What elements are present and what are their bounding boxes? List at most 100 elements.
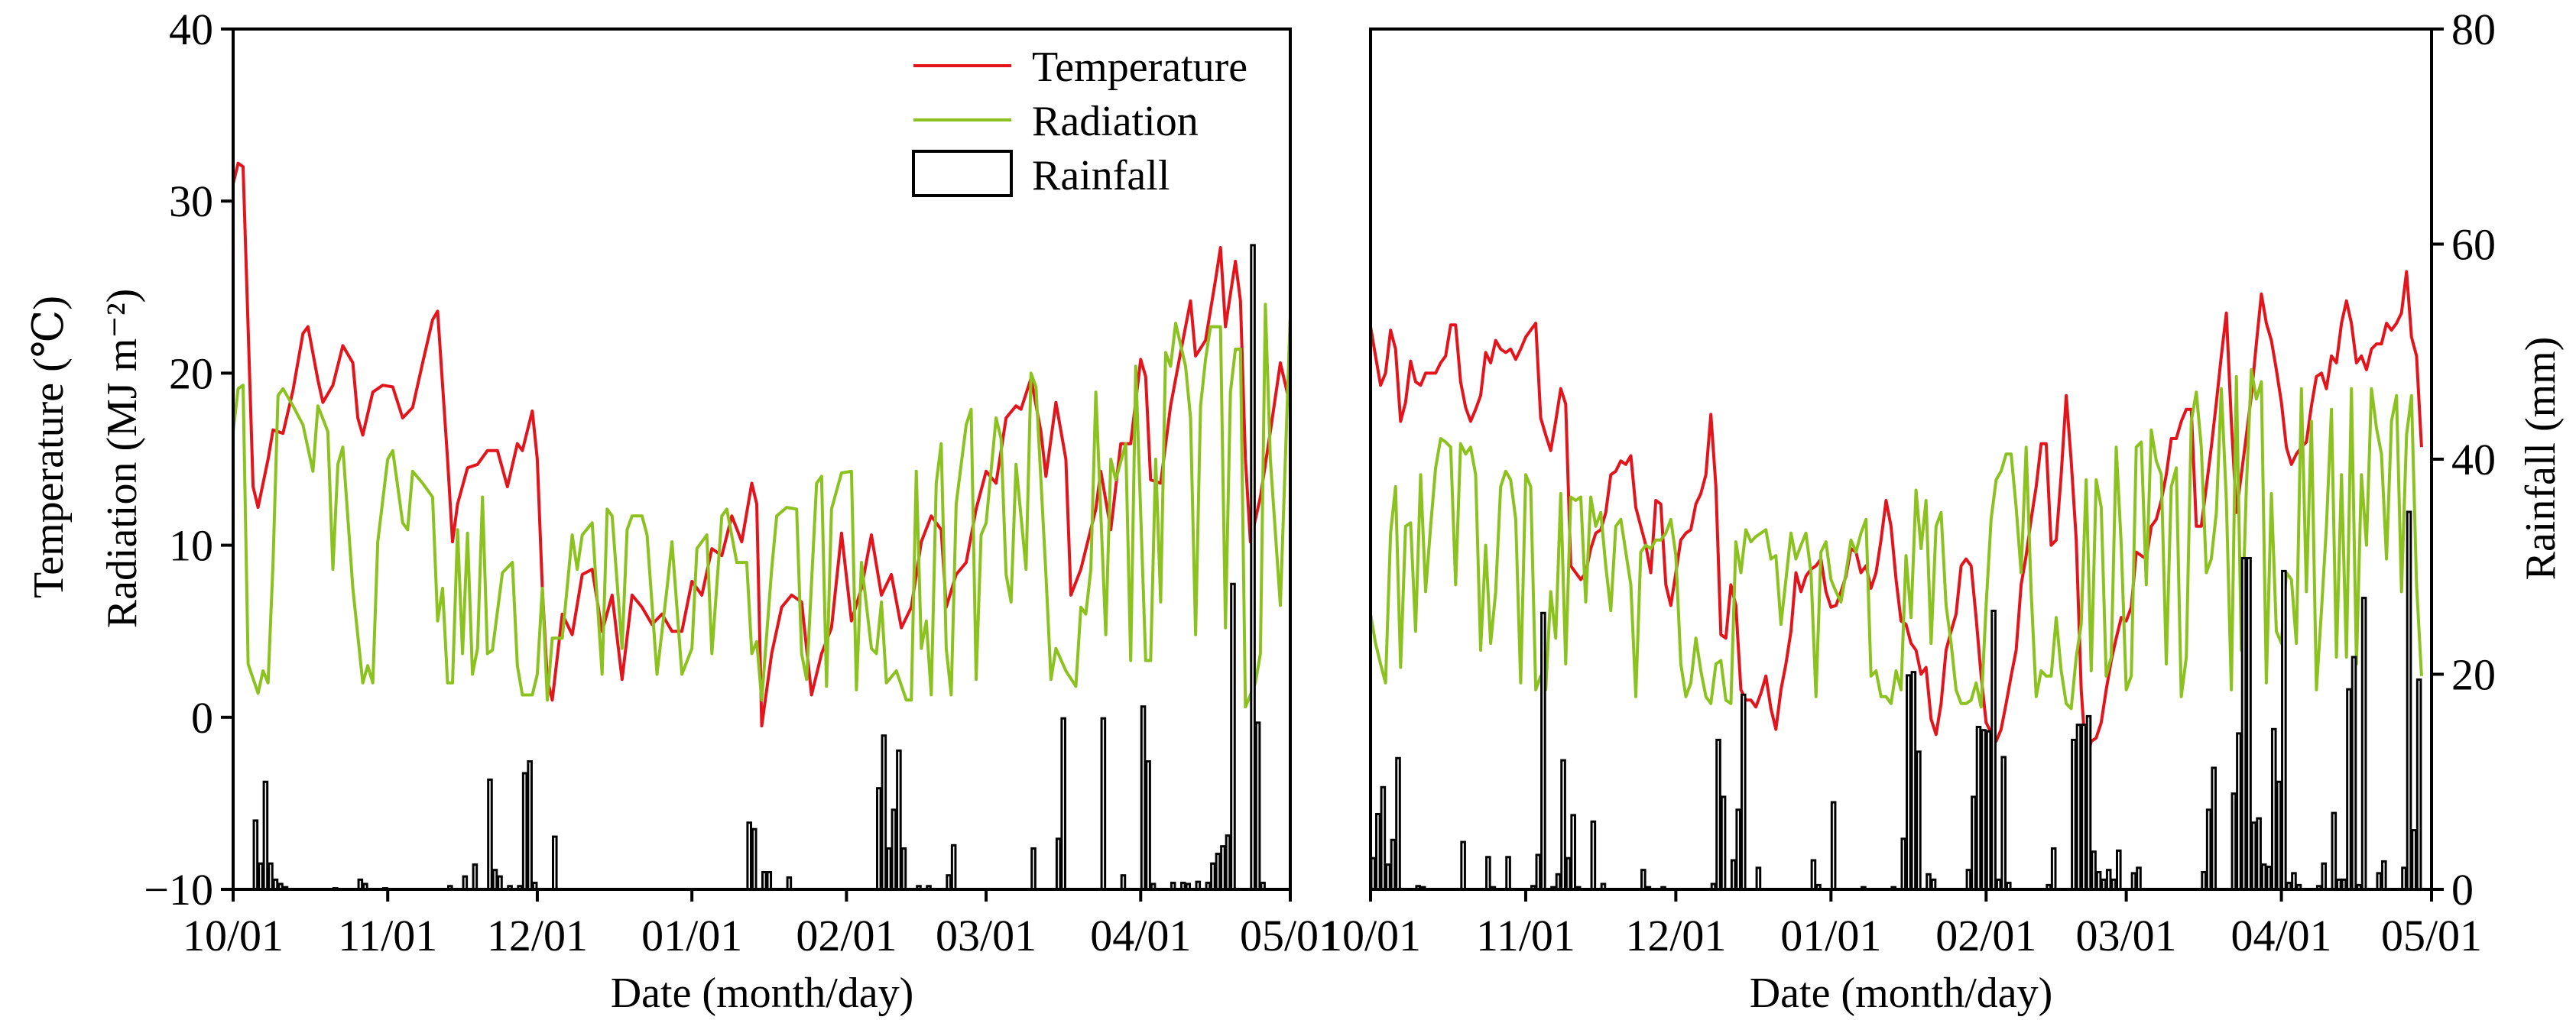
rainfall-bar <box>1975 725 1982 891</box>
rainfall-bar <box>2406 510 2412 891</box>
rainfall-bar <box>2266 865 2273 891</box>
rainfall-bar <box>2105 869 2112 891</box>
rainfall-bar <box>1215 853 1221 891</box>
rainfall-bar <box>2346 688 2352 891</box>
rainfall-bar <box>946 874 952 891</box>
right-ylabel-rainfall: Rainfall (mm) <box>2517 337 2565 581</box>
rainfall-bar <box>746 821 752 891</box>
rainfall-bar <box>1210 862 1216 891</box>
x-tick-label: 01/01 <box>1780 911 1881 960</box>
rainfall-bar <box>2205 808 2212 891</box>
x-tick-label: 02/01 <box>796 911 897 960</box>
rainfall-bar <box>2116 849 2122 891</box>
rainfall-bar <box>1140 705 1147 891</box>
rainfall-bar <box>950 844 957 891</box>
rainfall-bar <box>487 778 493 891</box>
rainfall-bar <box>1926 873 1932 891</box>
rainfall-bar <box>1590 820 1597 891</box>
rainfall-bar <box>1060 717 1066 891</box>
rainfall-bar <box>2211 766 2217 891</box>
rainfall-bar <box>2351 656 2357 891</box>
rainfall-bar <box>2415 678 2422 891</box>
y-tick-label: 20 <box>169 348 213 398</box>
rainfall-bar <box>258 862 264 891</box>
y-tick-label: 10 <box>169 521 213 571</box>
y-tick-label: 30 <box>169 176 213 226</box>
rainfall-bar <box>1120 874 1127 891</box>
rainfall-bar <box>1385 863 1391 891</box>
rain-y-tick-label: 60 <box>2451 220 2496 270</box>
rainfall-bar <box>751 827 758 891</box>
rainfall-bar <box>472 863 479 891</box>
x-tick-label: 10/01 <box>183 911 284 960</box>
rainfall-bar <box>1971 795 1977 891</box>
rain-y-tick-label: 40 <box>2451 435 2496 484</box>
rainfall-bar <box>1485 856 1491 891</box>
rainfall-bar <box>1460 840 1466 891</box>
rainfall-bar <box>1505 856 1511 891</box>
rainfall-bar <box>2270 727 2277 891</box>
radiation-line <box>1369 368 2423 711</box>
rainfall-bar <box>1145 760 1151 891</box>
rainfall-bar <box>1715 738 1721 891</box>
x-tick-label: 03/01 <box>2076 911 2177 960</box>
left-ylabel-radiation: Radiation (MJ m⁻²) <box>99 289 146 629</box>
left-xlabel: Date (month/day) <box>611 970 914 1017</box>
rainfall-bar <box>900 847 907 891</box>
rainfall-bar <box>252 819 259 891</box>
rainfall-bar <box>2240 556 2247 891</box>
rainfall-bar <box>1225 834 1231 891</box>
x-tick-label: 11/01 <box>338 911 437 960</box>
rainfall-bar <box>786 876 793 891</box>
rainfall-bar <box>2071 738 2077 891</box>
x-tick-label: 11/01 <box>1476 911 1575 960</box>
rainfall-bar <box>1900 837 1907 891</box>
rainfall-bar <box>2411 829 2417 891</box>
rainfall-bar <box>2050 847 2057 891</box>
rainfall-bar <box>766 870 773 891</box>
rainfall-bar <box>521 772 528 891</box>
rainfall-bar <box>268 862 274 891</box>
rainfall-bar <box>1985 730 1992 891</box>
x-tick-label: 03/01 <box>936 911 1037 960</box>
rainfall-bar <box>1740 693 1747 891</box>
rainfall-bar <box>2256 817 2262 891</box>
x-tick-label: 10/01 <box>1320 911 1421 960</box>
x-tick-label: 12/01 <box>487 911 588 960</box>
rainfall-bar <box>2246 556 2252 891</box>
legend-rainfall-swatch <box>912 150 1013 197</box>
rainfall-bar <box>2291 872 2297 891</box>
rainfall-bar <box>2331 811 2338 891</box>
rainfall-bar <box>2201 870 2207 891</box>
legend-rainfall-label: Rainfall <box>1032 152 1170 199</box>
rainfall-bar <box>2360 597 2367 891</box>
rainfall-bar <box>886 847 892 891</box>
rain-y-tick-label: 80 <box>2451 5 2496 54</box>
legend: Temperature Radiation Rainfall <box>912 44 1247 199</box>
rainfall-bar <box>262 780 269 891</box>
rainfall-bar <box>1730 859 1737 891</box>
plot-frame <box>232 28 1292 889</box>
rainfall-bar <box>881 734 887 891</box>
rainfall-bar <box>1390 838 1397 891</box>
rainfall-bar <box>1540 611 1546 891</box>
rainfall-bar <box>1830 801 1837 891</box>
left-panel: 10/01 11/01 12/01 01/01 02/01 03/01 04/01 05/01… <box>144 5 1341 960</box>
rainfall-bar <box>462 875 469 891</box>
x-tick-label: 04/01 <box>1090 911 1191 960</box>
temperature-line <box>232 161 1292 728</box>
radiation-line <box>232 303 1292 709</box>
rainfall-bar <box>1565 856 1572 891</box>
rainfall-bar <box>1250 244 1256 891</box>
rainfall-bar <box>1375 812 1381 891</box>
rainfall-bar <box>2321 862 2328 891</box>
rainfall-bar <box>1030 847 1037 891</box>
legend-radiation-label: Radiation <box>1032 98 1199 145</box>
y-tick-label: −10 <box>144 865 213 915</box>
rainfall-bar <box>1990 609 1997 891</box>
rainfall-bar <box>551 835 558 891</box>
rainfall-bar <box>1810 859 1817 891</box>
x-tick-label: 02/01 <box>1935 911 2036 960</box>
rainfall-bar <box>891 808 897 891</box>
